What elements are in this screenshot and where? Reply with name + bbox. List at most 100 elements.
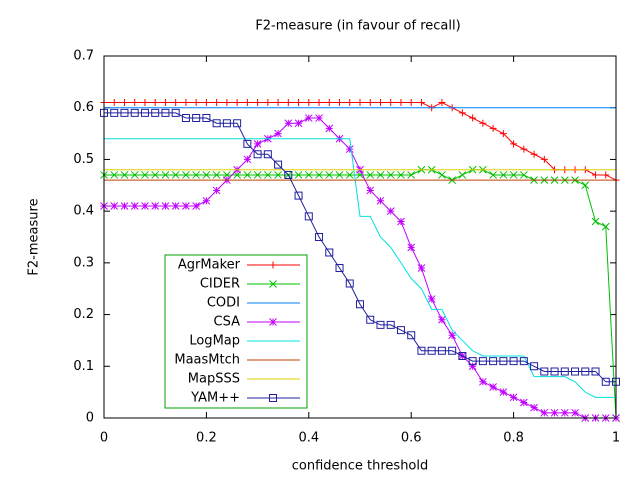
- marker: [171, 202, 180, 210]
- marker: [499, 357, 508, 366]
- marker: [489, 383, 497, 391]
- marker: [386, 171, 395, 179]
- marker: [571, 367, 580, 376]
- marker: [499, 171, 508, 179]
- legend-label: CIDER: [200, 277, 240, 292]
- x-tick-label: 0.6: [401, 431, 422, 446]
- marker: [161, 108, 170, 117]
- marker: [253, 171, 262, 179]
- marker: [212, 186, 221, 195]
- marker: [243, 99, 251, 107]
- legend-label: MaasMtch: [174, 353, 240, 368]
- marker: [304, 171, 313, 179]
- chart-title: F2-measure (in favour of recall): [255, 19, 460, 34]
- marker: [295, 99, 303, 107]
- marker: [530, 403, 538, 412]
- marker: [335, 171, 344, 179]
- marker: [181, 114, 190, 123]
- marker: [438, 315, 446, 324]
- marker: [110, 202, 119, 210]
- marker: [130, 202, 139, 210]
- marker: [110, 99, 118, 107]
- legend-marker: [269, 318, 277, 326]
- marker: [458, 351, 467, 360]
- marker: [110, 171, 119, 179]
- marker: [213, 99, 221, 107]
- marker: [591, 367, 600, 376]
- marker: [161, 99, 169, 107]
- marker: [284, 99, 292, 107]
- marker: [602, 171, 610, 179]
- marker: [427, 295, 436, 303]
- marker: [530, 362, 539, 371]
- marker: [550, 367, 559, 376]
- marker: [335, 264, 344, 273]
- marker: [304, 212, 313, 221]
- y-tick-label: 0.7: [73, 49, 94, 64]
- marker: [151, 108, 160, 117]
- marker: [581, 367, 590, 376]
- marker: [212, 171, 221, 179]
- x-tick-label: 1: [612, 431, 620, 446]
- marker: [540, 155, 548, 163]
- marker: [356, 99, 364, 107]
- marker: [571, 408, 579, 417]
- marker: [182, 99, 190, 107]
- marker: [386, 320, 395, 329]
- marker: [253, 150, 262, 159]
- marker: [202, 114, 211, 123]
- marker: [448, 346, 457, 355]
- legend-marker: [269, 280, 277, 288]
- marker: [612, 377, 620, 386]
- marker: [161, 171, 170, 179]
- marker: [315, 114, 323, 122]
- marker: [223, 99, 231, 107]
- marker: [325, 124, 334, 133]
- marker: [336, 99, 344, 107]
- marker: [560, 367, 569, 376]
- marker: [519, 357, 528, 366]
- y-tick-label: 0.6: [73, 100, 94, 115]
- y-tick-label: 0.5: [73, 152, 94, 167]
- y-tick-label: 0.3: [73, 255, 94, 270]
- legend-marker: [269, 394, 277, 402]
- marker: [407, 243, 416, 252]
- marker: [601, 377, 610, 386]
- marker: [468, 362, 477, 371]
- marker: [417, 264, 426, 272]
- marker: [325, 171, 334, 179]
- marker: [171, 171, 180, 179]
- marker: [438, 171, 446, 179]
- x-axis-label: confidence threshold: [292, 459, 429, 474]
- marker: [141, 202, 149, 210]
- marker: [141, 99, 149, 107]
- marker: [294, 119, 303, 128]
- x-tick-label: 0.4: [298, 431, 319, 446]
- marker: [499, 388, 508, 396]
- marker: [540, 367, 549, 376]
- marker: [519, 398, 528, 407]
- marker: [437, 346, 446, 355]
- y-tick-label: 0.4: [73, 204, 94, 219]
- marker: [397, 99, 405, 107]
- marker: [161, 202, 170, 210]
- legend-label: CODI: [207, 296, 240, 311]
- marker: [274, 160, 283, 169]
- marker: [243, 155, 252, 164]
- marker: [140, 108, 149, 117]
- marker: [325, 99, 333, 107]
- marker: [141, 171, 149, 179]
- marker: [366, 315, 375, 324]
- y-tick-label: 0: [86, 411, 94, 426]
- marker: [510, 140, 518, 148]
- legend-box: [164, 254, 308, 409]
- marker: [274, 129, 282, 138]
- marker: [468, 357, 477, 366]
- marker: [366, 186, 375, 195]
- marker: [489, 171, 497, 179]
- legend-label: MapSSS: [188, 372, 240, 387]
- marker: [530, 150, 538, 158]
- marker: [386, 207, 395, 215]
- marker: [120, 108, 129, 117]
